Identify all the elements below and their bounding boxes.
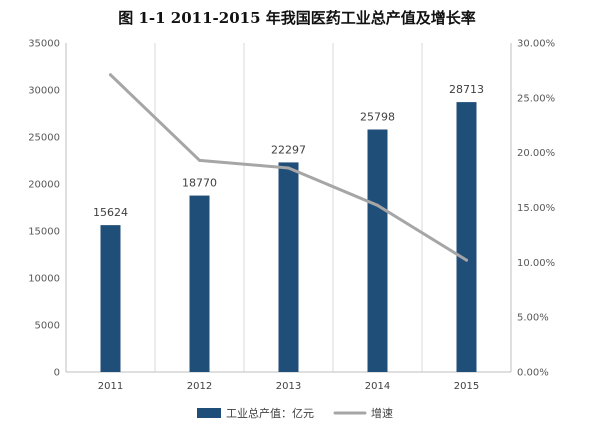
legend-label-bar: 工业总产值：亿元: [226, 406, 314, 420]
growth-line-point: [287, 166, 290, 170]
x-axis-category-label: 2014: [365, 381, 390, 392]
right-axis-tick-label: 5.00%: [517, 313, 549, 324]
bar-data-label: 15624: [93, 206, 128, 219]
legend: 工业总产值：亿元 增速: [197, 406, 393, 420]
legend-swatch-bar: [197, 408, 221, 418]
right-axis-tick-label: 25.00%: [517, 93, 555, 104]
bar-data-label: 28713: [449, 83, 484, 96]
line-series: [109, 73, 468, 262]
right-axis-tick-label: 30.00%: [517, 39, 555, 50]
left-axis-tick-label: 30000: [28, 86, 60, 97]
x-axis-category-label: 2012: [187, 381, 212, 392]
left-axis-tick-label: 0: [54, 368, 60, 379]
x-axis-category-label: 2011: [98, 381, 123, 392]
bar-data-label: 18770: [182, 177, 217, 190]
bar: [189, 195, 210, 372]
axes: 0 5000 10000 15000 20000 25000 30000 35000 0.00%…: [28, 39, 555, 393]
bar: [100, 225, 121, 372]
bar-series: [100, 102, 477, 372]
bar: [456, 102, 477, 372]
chart-title: 图 1-1 2011-2015 年我国医药工业总产值及增长率: [118, 9, 476, 27]
bar-data-label: 22297: [271, 143, 306, 156]
growth-line-point: [198, 158, 201, 162]
legend-label-line: 增速: [371, 406, 393, 420]
growth-line-point: [109, 73, 112, 77]
right-axis-tick-label: 0.00%: [517, 368, 549, 379]
right-axis-tick-label: 20.00%: [517, 148, 555, 159]
data-labels: 15624 18770 22297 25798 28713: [93, 83, 484, 219]
x-axis-category-label: 2015: [454, 381, 479, 392]
left-axis-tick-label: 5000: [35, 321, 60, 332]
bar: [367, 129, 388, 372]
bar-data-label: 25798: [360, 110, 395, 123]
left-axis-tick-label: 35000: [28, 39, 60, 50]
x-axis-category-label: 2013: [276, 381, 301, 392]
left-axis-tick-label: 10000: [28, 274, 60, 285]
growth-line-point: [465, 258, 468, 262]
bar: [278, 162, 299, 372]
left-axis-tick-label: 25000: [28, 133, 60, 144]
right-axis-tick-label: 15.00%: [517, 203, 555, 214]
left-axis-tick-label: 20000: [28, 180, 60, 191]
growth-line-point: [376, 203, 379, 207]
left-axis-tick-label: 15000: [28, 227, 60, 238]
right-axis-tick-label: 10.00%: [517, 258, 555, 269]
